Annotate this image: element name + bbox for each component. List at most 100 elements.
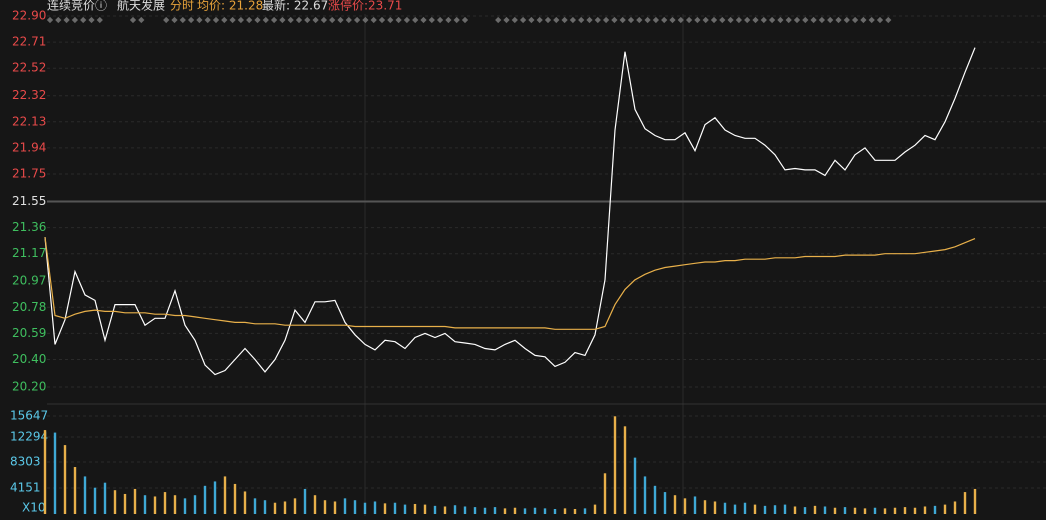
y-tick-label: 22.71 — [12, 35, 46, 49]
volume-bar — [283, 501, 287, 514]
volume-bar — [543, 508, 547, 514]
volume-bar — [363, 502, 367, 514]
y-axis-unit: X10 — [22, 501, 46, 515]
volume-bar — [833, 507, 837, 514]
volume-bar — [333, 501, 337, 514]
volume-bar — [343, 498, 347, 514]
volume-bar — [483, 507, 487, 514]
stock-name: 航天发展 — [117, 0, 165, 13]
volume-bar — [123, 493, 127, 514]
y-tick-label: 21.75 — [12, 167, 46, 181]
volume-bar — [93, 487, 97, 514]
price-line — [44, 47, 976, 376]
volume-bar — [673, 495, 677, 514]
volume-bar — [963, 492, 967, 514]
last-price: 最新: 22.67 — [262, 0, 328, 13]
y-tick-label: 20.59 — [12, 326, 46, 340]
mode: 分时 — [170, 0, 194, 13]
volume-bar — [313, 495, 317, 514]
volume-bar — [663, 492, 667, 514]
volume-bar — [813, 505, 817, 514]
volume-bar — [733, 504, 737, 514]
volume-bar — [513, 507, 517, 514]
y-tick-label: 21.55 — [12, 194, 46, 208]
marker — [55, 16, 62, 24]
y-tick-label: 4151 — [10, 481, 41, 495]
y-tick-label: 12294 — [10, 430, 48, 444]
y-tick-label: 22.32 — [12, 88, 46, 102]
volume-bar — [353, 500, 357, 514]
y-tick-label: 21.36 — [12, 220, 46, 234]
volume-bar — [453, 505, 457, 514]
volume-bar — [843, 507, 847, 514]
volume-bar — [883, 508, 887, 514]
volume-bar — [873, 507, 877, 514]
volume-bar — [233, 483, 237, 514]
volume-bar — [223, 476, 227, 514]
volume-bar — [393, 502, 397, 514]
y-tick-label: 20.20 — [12, 380, 46, 394]
volume-bar — [923, 506, 927, 514]
volume-bar — [433, 505, 437, 514]
volume-bar — [183, 498, 187, 514]
volume-bar — [643, 476, 647, 514]
volume-bar — [793, 506, 797, 514]
volume-bar — [683, 498, 687, 514]
volume-bar — [523, 508, 527, 514]
volume-bar — [133, 488, 137, 514]
marker — [46, 16, 54, 24]
volume-bar — [293, 498, 297, 514]
status: 连续竞价ⓘ — [47, 0, 107, 13]
volume-bar — [83, 476, 87, 514]
y-tick-label: 21.94 — [12, 140, 46, 154]
volume-bar — [953, 501, 957, 514]
volume-bar — [253, 498, 257, 514]
volume-bar — [703, 500, 707, 514]
volume-bar — [213, 481, 217, 514]
volume-bar — [593, 504, 597, 514]
volume-bar — [553, 508, 557, 514]
volume-bar — [903, 507, 907, 514]
volume-bar — [853, 507, 857, 514]
volume-bar — [383, 503, 387, 514]
volume-bar — [633, 457, 637, 514]
volume-bar — [443, 506, 447, 514]
y-tick-label: 22.52 — [12, 61, 46, 75]
volume-bar — [583, 508, 587, 514]
volume-bar — [863, 508, 867, 514]
volume-bar — [803, 507, 807, 514]
volume-bar — [973, 488, 977, 514]
volume-bar — [263, 500, 267, 514]
volume-bar — [893, 507, 897, 514]
volume-bar — [653, 485, 657, 514]
y-tick-label: 20.78 — [12, 300, 46, 314]
volume-bar — [103, 482, 107, 514]
y-tick-label: 20.40 — [12, 352, 46, 366]
y-tick-label: 8303 — [10, 454, 41, 468]
volume-bar — [753, 504, 757, 514]
volume-bar — [143, 495, 147, 514]
volume-bar — [503, 508, 507, 514]
volume-bar — [533, 507, 537, 514]
volume-bar — [243, 491, 247, 514]
volume-bar — [773, 505, 777, 514]
volume-bar — [173, 495, 177, 514]
y-tick-label: 22.90 — [12, 9, 46, 23]
volume-bar — [713, 501, 717, 514]
volume-bar — [193, 495, 197, 514]
volume-bar — [723, 502, 727, 514]
volume-bar — [493, 507, 497, 514]
volume-bar — [423, 504, 427, 514]
y-tick-label: 21.17 — [12, 246, 46, 260]
volume-bar — [693, 496, 697, 514]
volume-bar — [823, 506, 827, 514]
volume-bar — [303, 488, 307, 514]
volume-bar — [273, 502, 277, 514]
limit-price: 涨停价:23.71 — [328, 0, 402, 13]
volume-bar — [743, 502, 747, 514]
volume-bar — [943, 504, 947, 514]
volume-bar — [463, 506, 467, 514]
volume-bar — [563, 508, 567, 514]
